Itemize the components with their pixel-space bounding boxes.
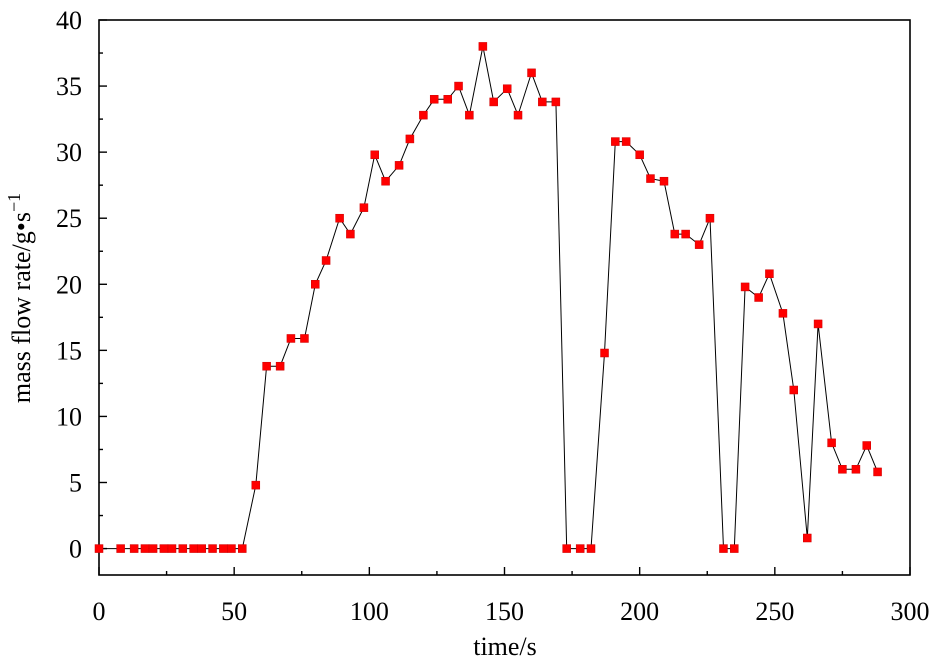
data-point [813, 319, 823, 329]
data-point [227, 544, 236, 553]
data-point [740, 282, 750, 292]
data-point [394, 161, 404, 170]
data-point [311, 280, 320, 289]
data-point [575, 544, 585, 553]
data-point [562, 544, 571, 553]
data-point [94, 544, 104, 553]
data-point [370, 150, 379, 160]
data-point [551, 97, 561, 107]
data-point [754, 293, 763, 302]
data-point [789, 385, 799, 395]
data-point [454, 81, 463, 91]
data-point [238, 544, 247, 553]
data-point [538, 97, 547, 107]
data-point [621, 137, 631, 146]
data-point [443, 95, 452, 104]
y-tick-label: 30 [56, 138, 82, 167]
data-point [803, 533, 812, 543]
data-point [251, 480, 261, 490]
data-point [159, 544, 169, 553]
data-point [189, 544, 198, 553]
plot-frame [98, 19, 911, 576]
data-point [262, 361, 271, 371]
data-point [681, 229, 690, 239]
y-axis-title-superscript: −1 [4, 193, 24, 212]
data-point [719, 544, 728, 553]
data-point [275, 361, 285, 371]
y-tick-label: 15 [56, 336, 82, 365]
data-point [140, 544, 150, 553]
data-point [335, 213, 344, 223]
x-tick-label: 250 [755, 597, 794, 626]
data-point [862, 441, 871, 450]
x-axis-title: time/s [473, 632, 537, 661]
data-point [116, 544, 125, 553]
data-point [659, 176, 669, 186]
data-point [167, 544, 177, 553]
data-point [827, 438, 836, 448]
data-point [405, 134, 415, 144]
data-point [646, 174, 655, 183]
y-tick-label: 10 [56, 402, 82, 431]
y-axis-title: mass flow rate/g•s−1 [4, 193, 36, 403]
data-point [730, 544, 739, 553]
x-axis-ticks: 0 50 100 150 200 250 300 [93, 567, 930, 626]
y-tick-label: 5 [69, 469, 82, 498]
data-point [465, 110, 474, 120]
y-tick-label: 35 [56, 72, 82, 101]
data-point [705, 213, 715, 223]
data-point [178, 544, 188, 553]
data-point [129, 544, 139, 553]
data-point [851, 465, 861, 474]
data-point [513, 110, 523, 120]
data-point [219, 544, 228, 553]
y-axis-ticks: 0 5 10 15 20 25 30 35 40 [56, 6, 107, 564]
data-point [286, 334, 296, 343]
data-point [300, 334, 309, 343]
data-point [873, 467, 882, 477]
y-axis-title-main: mass flow rate/g•s [7, 212, 36, 403]
y-tick-label: 0 [69, 535, 82, 564]
x-tick-label: 300 [891, 597, 930, 626]
x-tick-label: 50 [221, 597, 247, 626]
data-point [489, 97, 498, 107]
y-tick-label: 25 [56, 204, 82, 233]
data-point [381, 176, 390, 186]
data-point [359, 203, 369, 212]
data-point [197, 544, 206, 553]
data-point [670, 229, 680, 239]
x-tick-label: 200 [620, 597, 659, 626]
x-tick-label: 0 [93, 597, 106, 626]
data-point [838, 465, 847, 474]
data-point [321, 256, 331, 265]
y-tick-label: 40 [56, 6, 82, 35]
data-point [148, 544, 158, 553]
data-point [635, 150, 644, 160]
data-point [600, 348, 609, 358]
data-point [586, 544, 596, 553]
data-point [419, 110, 428, 120]
data-point [694, 240, 704, 249]
data-point [765, 269, 774, 278]
data-point [478, 42, 488, 51]
data-point-markers [94, 42, 882, 553]
x-tick-label: 100 [350, 597, 389, 626]
x-tick-label: 150 [485, 597, 524, 626]
data-point [208, 544, 217, 553]
data-point [611, 137, 620, 146]
data-point [429, 95, 439, 104]
data-point [502, 84, 512, 93]
data-point [346, 229, 355, 239]
y-tick-label: 20 [56, 270, 82, 299]
data-point [527, 68, 536, 78]
data-point [778, 309, 788, 318]
